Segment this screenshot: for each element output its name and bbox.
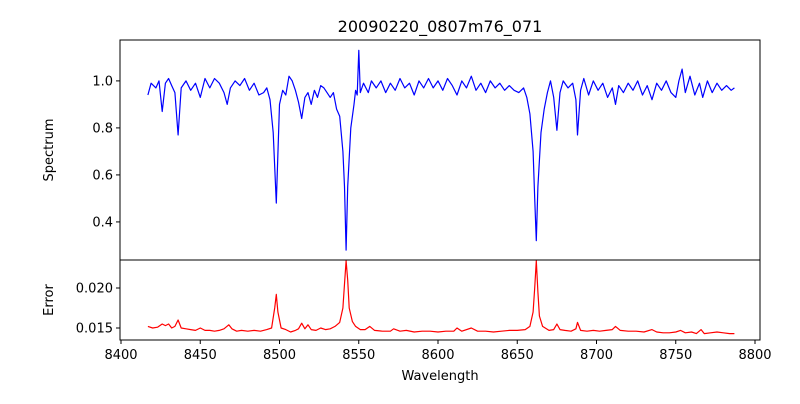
error-axes-frame xyxy=(119,259,761,341)
spectrum-axes: 0.4 0.6 0.8 1.0 xyxy=(92,39,761,261)
error-axes: 0.015 0.020 8400 8450 8500 8550 8600 8650 8700 87… xyxy=(76,259,772,363)
xtick-label: 8600 xyxy=(421,348,454,363)
spectrum-axes-frame xyxy=(119,39,761,261)
error-ytick-label: 0.020 xyxy=(76,282,113,297)
spectrum-ytick-label: 0.4 xyxy=(92,215,113,230)
chart-title: 20090220_0807m76_071 xyxy=(338,17,543,37)
spectrum-ytick-label: 1.0 xyxy=(92,74,113,89)
xtick-label: 8500 xyxy=(263,348,296,363)
xtick-label: 8700 xyxy=(580,348,613,363)
xtick-label: 8550 xyxy=(342,348,375,363)
error-series-line xyxy=(147,260,735,335)
xtick-label: 8800 xyxy=(738,348,771,363)
xtick-label: 8650 xyxy=(501,348,534,363)
xtick-label: 8400 xyxy=(104,348,137,363)
y-axis-label-error: Error xyxy=(42,284,57,316)
xtick-label: 8450 xyxy=(184,348,217,363)
x-axis-label: Wavelength xyxy=(401,369,478,384)
xtick-label: 8750 xyxy=(659,348,692,363)
spectrum-ytick-label: 0.8 xyxy=(92,121,113,136)
spectrum-ytick-label: 0.6 xyxy=(92,168,113,183)
y-axis-label-spectrum: Spectrum xyxy=(42,119,57,182)
spectrum-series-line xyxy=(147,49,735,251)
error-ytick-label: 0.015 xyxy=(76,322,113,337)
